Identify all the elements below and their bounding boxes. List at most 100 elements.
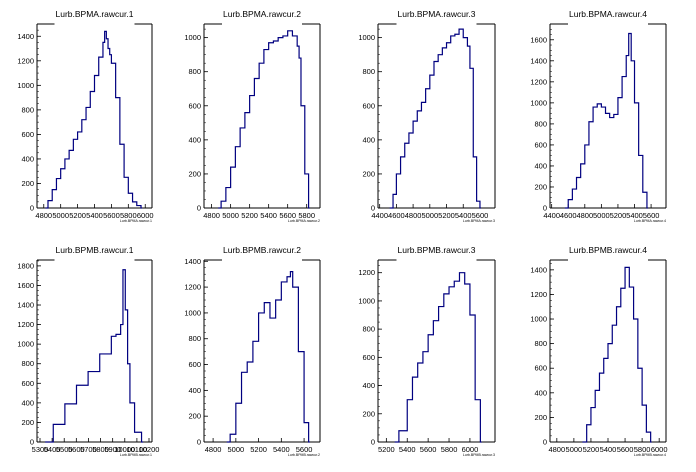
x-tick-label: 5800 — [120, 211, 137, 220]
y-tick-label: 200 — [362, 169, 375, 178]
y-tick-label: 800 — [362, 67, 375, 76]
x-tick-label: 5200 — [241, 211, 258, 220]
y-tick-label: 1400 — [184, 257, 201, 266]
x-tick-label: 4400 — [371, 211, 388, 220]
y-tick-label: 1000 — [184, 33, 201, 42]
x-tick-label: 4800 — [203, 211, 220, 220]
y-tick-label: 1400 — [530, 265, 547, 274]
x-tick-label: 5400 — [626, 211, 643, 220]
histogram-panel: Lurb.BPMB.rawcur.1 200 400 600 800 1000 1200 14… — [17, 245, 159, 457]
y-tick-label-zero: 0 — [197, 438, 201, 447]
histogram-panel: Lurb.BPMA.rawcur.1 200 400 600 800 1000 1200 14… — [17, 9, 153, 223]
x-tick-label: 10100 — [126, 445, 147, 454]
x-tick-label: 4600 — [388, 211, 405, 220]
x-tick-label: 5000 — [566, 445, 583, 454]
histogram-series — [582, 266, 652, 443]
x-tick-label: 10000 — [114, 445, 135, 454]
x-axis-title: Lurb.BPMB.rawcur.2 — [288, 453, 320, 457]
x-tick-label: 5600 — [103, 211, 120, 220]
x-tick-label: 5300 — [32, 445, 49, 454]
x-tick-label: 5200 — [438, 211, 455, 220]
y-tick-label: 800 — [21, 105, 34, 114]
x-axis-title: Lurb.BPMB.rawcur.1 — [120, 453, 152, 457]
x-tick-label: 4400 — [543, 211, 560, 220]
x-tick-label: 5600 — [68, 445, 85, 454]
y-tick-label: 600 — [362, 101, 375, 110]
x-axis-title: Lurb.BPMB.rawcur.4 — [634, 453, 666, 457]
y-tick-label: 1400 — [530, 56, 547, 65]
y-tick-label: 1200 — [17, 320, 34, 329]
x-tick-label: 5800 — [441, 445, 458, 454]
x-tick-label: 5000 — [227, 445, 244, 454]
y-tick-label: 600 — [21, 130, 34, 139]
x-tick-label: 6000 — [462, 445, 479, 454]
x-tick-label: 5600 — [296, 445, 313, 454]
y-tick-label: 1600 — [530, 35, 547, 44]
x-tick-label: 4800 — [205, 445, 222, 454]
x-tick-label: 5600 — [617, 445, 634, 454]
x-axis-title: Lurb.BPMA.rawcur.1 — [120, 219, 152, 223]
y-tick-label: 400 — [534, 388, 547, 397]
x-axis-title: Lurb.BPMA.rawcur.3 — [463, 219, 495, 223]
x-tick-label: 5200 — [250, 445, 267, 454]
y-tick-label: 400 — [534, 161, 547, 170]
histogram-series — [389, 28, 481, 209]
y-tick-label: 800 — [534, 119, 547, 128]
x-tick-label: 5200 — [69, 211, 86, 220]
y-tick-label: 800 — [188, 67, 201, 76]
chart-title: Lurb.BPMA.rawcur.3 — [398, 9, 476, 19]
x-tick-label: 5600 — [279, 211, 296, 220]
y-tick-label-zero: 0 — [543, 438, 547, 447]
x-tick-label: 5400 — [455, 211, 472, 220]
y-tick-label: 200 — [21, 179, 34, 188]
x-tick-label: 5800 — [298, 211, 315, 220]
y-tick-label: 1000 — [17, 81, 34, 90]
y-tick-label: 1000 — [358, 296, 375, 305]
x-axis-title: Lurb.BPMA.rawcur.2 — [288, 219, 320, 223]
y-tick-label: 800 — [21, 359, 34, 368]
y-tick-label: 200 — [534, 413, 547, 422]
x-tick-label: 5000 — [52, 211, 69, 220]
histogram-series — [45, 30, 142, 209]
y-tick-label: 1000 — [358, 33, 375, 42]
histogram-series — [218, 30, 310, 209]
x-tick-label: 6000 — [651, 445, 668, 454]
x-tick-label: 5400 — [600, 445, 617, 454]
x-tick-label: 5800 — [92, 445, 109, 454]
histogram-panel: Lurb.BPMB.rawcur.2 200 400 600 800 1000 1200 14… — [184, 245, 321, 457]
chart-title: Lurb.BPMB.rawcur.3 — [398, 245, 476, 255]
x-tick-label: 5600 — [643, 211, 660, 220]
x-tick-label: 6000 — [137, 211, 154, 220]
y-tick-label: 1200 — [530, 77, 547, 86]
y-tick-label-zero: 0 — [371, 438, 375, 447]
x-tick-label: 5900 — [104, 445, 121, 454]
y-tick-label: 600 — [188, 101, 201, 110]
x-tick-label: 4800 — [576, 211, 593, 220]
histogram-panel: Lurb.BPMB.rawcur.4 200 400 600 800 1000 1200 14… — [530, 245, 667, 457]
y-tick-label-zero: 0 — [30, 204, 34, 213]
x-tick-label: 5600 — [420, 445, 437, 454]
x-tick-label: 5000 — [593, 211, 610, 220]
y-tick-label: 1400 — [17, 32, 34, 41]
chart-title: Lurb.BPMB.rawcur.4 — [569, 245, 647, 255]
x-tick-label: 10200 — [139, 445, 160, 454]
x-tick-label: 5200 — [583, 445, 600, 454]
y-tick-label: 400 — [21, 154, 34, 163]
chart-title: Lurb.BPMA.rawcur.4 — [569, 9, 647, 19]
y-tick-label: 1200 — [184, 283, 201, 292]
y-tick-label: 1200 — [530, 290, 547, 299]
histogram-panel: Lurb.BPMA.rawcur.4 200 400 600 800 1000 1200 14… — [530, 9, 667, 223]
y-tick-label: 400 — [188, 386, 201, 395]
x-tick-label: 5200 — [610, 211, 627, 220]
y-tick-label: 1000 — [17, 340, 34, 349]
x-tick-label: 5400 — [44, 445, 61, 454]
y-tick-label: 400 — [362, 135, 375, 144]
y-tick-label: 400 — [362, 381, 375, 390]
chart-title: Lurb.BPMB.rawcur.1 — [56, 245, 134, 255]
y-tick-label: 400 — [21, 398, 34, 407]
x-axis-title: Lurb.BPMA.rawcur.4 — [634, 219, 666, 223]
y-tick-label: 200 — [21, 418, 34, 427]
x-tick-label: 5600 — [472, 211, 489, 220]
x-tick-label: 5000 — [421, 211, 438, 220]
